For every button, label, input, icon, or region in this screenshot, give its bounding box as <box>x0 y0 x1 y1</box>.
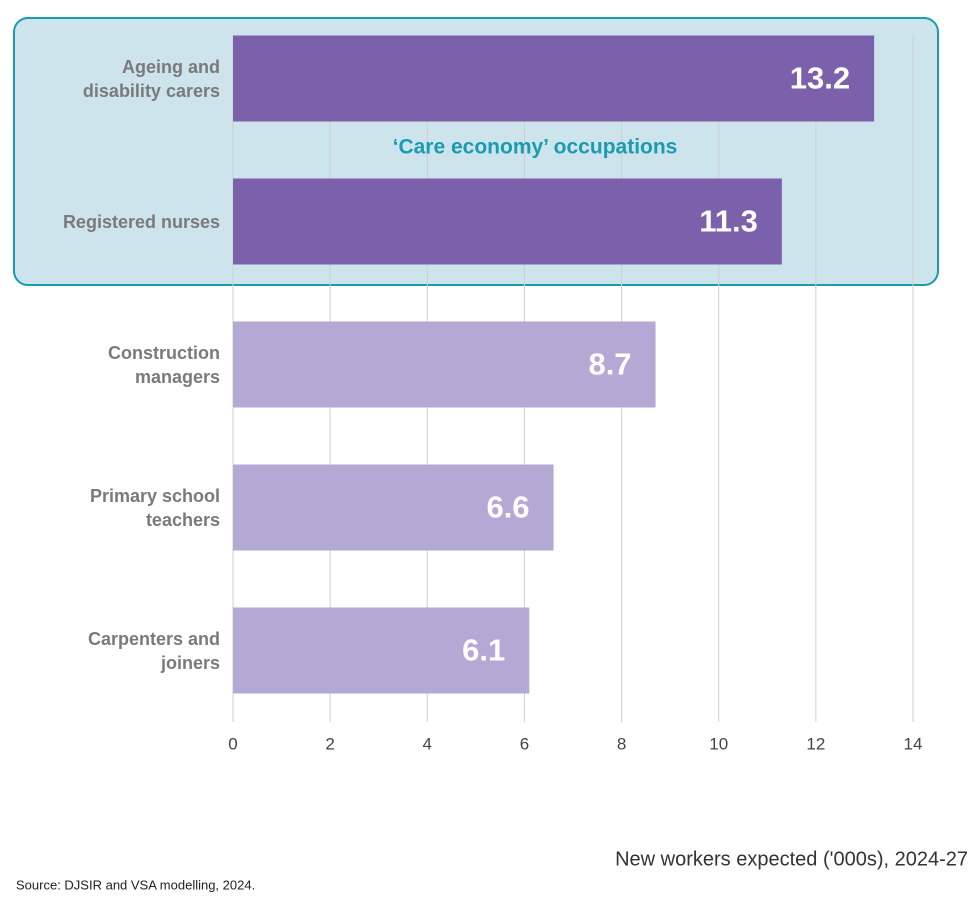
x-axis-title: New workers expected ('000s), 2024-27 <box>615 848 968 870</box>
y-tick-label: Registered nurses <box>62 211 220 232</box>
value-label: 13.2 <box>790 61 850 96</box>
bar <box>233 607 530 694</box>
y-tick-label: Primary school teachers <box>89 485 220 530</box>
highlight-label: ‘Care economy’ occupations <box>393 136 678 159</box>
bar <box>233 321 656 408</box>
x-tick-label: 4 <box>423 734 432 753</box>
bar <box>233 464 554 551</box>
value-label: 8.7 <box>588 347 631 382</box>
bar <box>233 178 782 265</box>
value-label: 6.6 <box>486 490 529 525</box>
x-tick-label: 14 <box>904 734 923 753</box>
x-tick-label: 6 <box>520 734 529 753</box>
y-tick-label: Carpenters and joiners <box>87 628 220 673</box>
value-label: 6.1 <box>462 633 505 668</box>
y-tick-label: Ageing and disability carers <box>82 56 220 101</box>
y-tick-label: Construction managers <box>108 342 220 387</box>
source: Source: DJSIR and VSA modelling, 2024. <box>16 877 255 892</box>
x-tick-label: 12 <box>806 734 825 753</box>
x-tick-label: 10 <box>709 734 728 753</box>
x-tick-label: 0 <box>228 734 237 753</box>
x-tick-label: 2 <box>325 734 334 753</box>
bar <box>233 35 875 122</box>
value-label: 11.3 <box>699 204 758 239</box>
x-tick-label: 8 <box>617 734 626 753</box>
